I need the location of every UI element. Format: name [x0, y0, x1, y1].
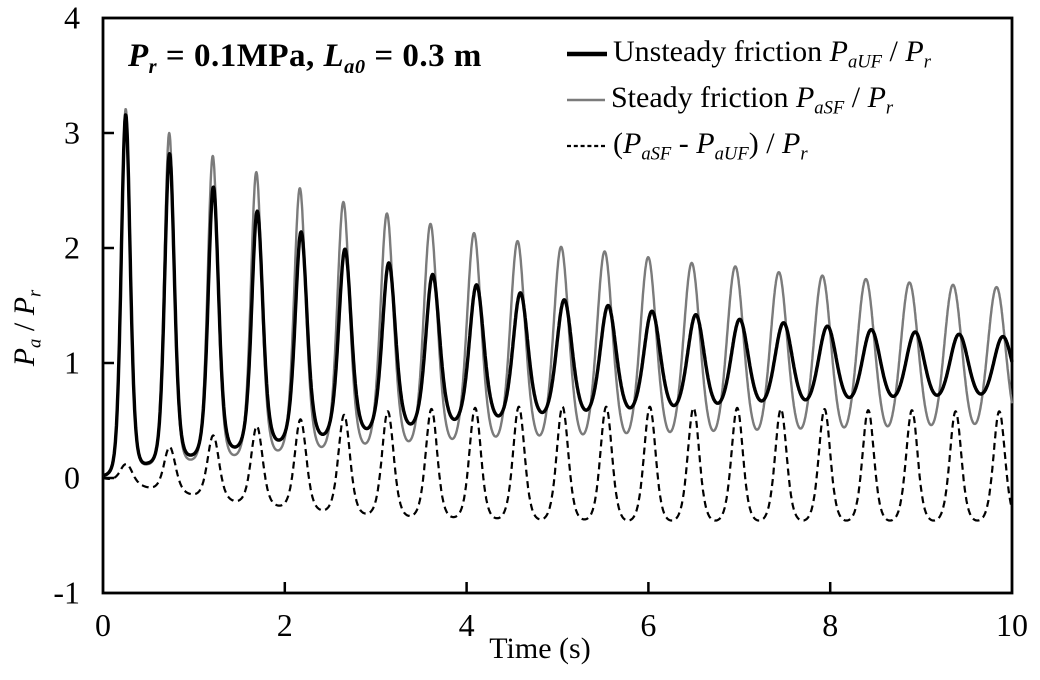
formula-part: P	[905, 34, 924, 68]
legend-line-sample	[567, 98, 605, 102]
legend-item-unsteady-friction: Unsteady friction PaUF / Pr	[566, 31, 931, 77]
x-tick-label: 8	[822, 607, 839, 643]
formula-part: = 0.3 m	[365, 38, 482, 74]
formula-part: P	[7, 347, 41, 367]
formula-part: (	[613, 126, 623, 160]
formula-part: /	[882, 34, 906, 68]
x-axis-title: Time (s)	[489, 632, 591, 665]
formula-part: /	[844, 80, 868, 114]
legend-item-steady-friction: Steady friction PaSF / Pr	[566, 77, 931, 123]
formula-part: P	[7, 296, 41, 316]
y-tick-label: -1	[53, 574, 80, 611]
y-tick-label: 1	[64, 344, 80, 381]
formula-part: r	[923, 51, 931, 73]
y-axis-title: Pa / Pr	[8, 290, 47, 367]
x-tick-label: 2	[276, 607, 293, 643]
formula-part: Steady friction	[611, 80, 796, 114]
formula-part: r	[885, 97, 894, 119]
curve-unsteady-friction	[101, 113, 1014, 478]
formula-part: P	[696, 126, 715, 160]
formula-part: -	[671, 126, 697, 160]
curve-steady-friction	[102, 108, 1014, 477]
y-tick-label: 4	[64, 0, 80, 36]
legend-item-difference: (PaSF - PaUF) / Pr	[566, 123, 931, 169]
x-tick-label: 4	[458, 607, 475, 643]
formula-part: aUF	[847, 51, 883, 73]
x-tick-label: 6	[640, 607, 657, 643]
formula-part: Unsteady friction	[613, 34, 830, 68]
formula-part: aSF	[814, 97, 845, 119]
y-tick-label: 2	[64, 229, 80, 266]
legend-line-sample	[567, 144, 607, 148]
legend: Unsteady friction PaUF / Pr Steady fricti…	[566, 31, 931, 169]
formula-part: P	[867, 80, 886, 114]
legend-line-sample	[567, 51, 607, 57]
y-tick-label: 3	[64, 114, 80, 151]
x-tick-label: 0	[95, 607, 111, 643]
formula-part: r	[800, 143, 808, 165]
formula-part: /	[7, 315, 41, 339]
formula-part: P	[623, 126, 642, 160]
formula-part: P	[128, 38, 149, 74]
legend-label: Unsteady friction PaUF / Pr	[613, 35, 931, 74]
formula-part: = 0.1MPa,	[157, 38, 324, 74]
y-tick-label: 0	[64, 459, 80, 496]
x-tick-label: 10	[996, 607, 1028, 643]
formula-part: P	[795, 80, 815, 114]
legend-label: Steady friction PaSF / Pr	[611, 81, 893, 120]
formula-part: L	[323, 38, 345, 74]
formula-part: aSF	[641, 143, 672, 165]
formula-part: P	[782, 126, 801, 160]
formula-part: aUF	[714, 143, 749, 165]
formula-part: a0	[344, 56, 366, 79]
formula-part: P	[829, 34, 848, 68]
formula-part: ) /	[748, 126, 783, 160]
formula-part: a	[24, 338, 46, 348]
parameter-annotation: Pr = 0.1MPa, La0 = 0.3 m	[128, 38, 482, 79]
curve-difference	[102, 405, 1014, 522]
legend-label: (PaSF - PaUF) / Pr	[613, 127, 808, 166]
formula-part: r	[24, 289, 46, 297]
plot-frame	[101, 16, 1014, 595]
formula-part: r	[148, 56, 158, 79]
